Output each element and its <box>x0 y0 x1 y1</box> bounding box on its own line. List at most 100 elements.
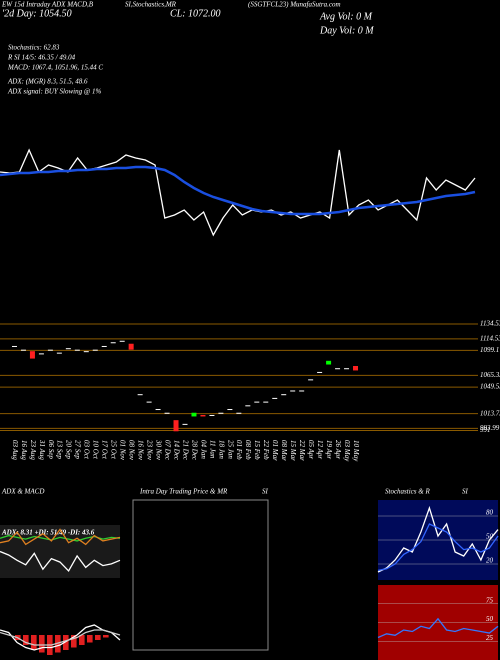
y-tick-label: 1114.53 <box>480 335 500 343</box>
candle <box>137 394 143 396</box>
candle <box>47 349 53 351</box>
candle <box>263 401 269 403</box>
x-tick-label: 01 Feb <box>235 440 243 460</box>
candle <box>353 366 359 371</box>
y-tick-label: 1099.1 <box>480 346 499 354</box>
y-tick-label: 991 <box>480 426 491 434</box>
series-line <box>377 505 499 573</box>
panel-title: SI <box>262 488 269 496</box>
x-tick-label: 03 Aug <box>11 440 19 460</box>
x-tick-label: 11 Jan <box>208 440 216 459</box>
x-tick-label: 04 Jan <box>199 440 207 459</box>
x-tick-label: 08 Feb <box>244 440 252 460</box>
x-tick-label: 01 Mar <box>271 440 279 461</box>
candle <box>299 390 305 392</box>
x-tick-label: 31 Aug <box>38 439 46 460</box>
x-tick-label: 22 Feb <box>262 440 270 460</box>
histogram-bar <box>23 635 29 645</box>
candle <box>218 412 224 414</box>
header-text: '2d Day: 1054.50 <box>2 8 72 19</box>
x-tick-label: 27 Sep <box>74 440 82 459</box>
candle <box>74 349 80 351</box>
x-tick-label: 21 Dec <box>181 440 189 461</box>
series-line <box>377 523 499 572</box>
candle <box>245 405 251 407</box>
x-tick-label: 19 Apr <box>325 440 333 459</box>
histogram-bar <box>79 635 85 645</box>
candle <box>236 412 242 414</box>
x-tick-label: 08 Mar <box>280 440 288 461</box>
histogram-bar <box>103 635 109 638</box>
y-tick-label: 80 <box>486 509 494 517</box>
candle <box>326 360 332 365</box>
candle <box>227 409 233 411</box>
x-tick-label: 14 Dec <box>172 440 180 461</box>
x-tick-label: 05 Apr <box>307 440 315 459</box>
header-text: SI,Stochastics,MR <box>125 1 177 9</box>
candle <box>272 397 278 399</box>
x-tick-label: 23 Aug <box>29 440 37 460</box>
info-line: Stochastics: 62.83 <box>8 44 60 52</box>
candle <box>65 348 71 350</box>
histogram-bar <box>71 635 77 648</box>
x-tick-label: 25 Jan <box>226 440 234 459</box>
candle <box>290 390 296 392</box>
y-tick-label: 25 <box>486 634 494 642</box>
series-line <box>0 165 476 216</box>
panel-title: Intra Day Trading Price & MR <box>139 488 228 496</box>
header-text: EW 15d Intraday ADX MACD,B <box>1 1 94 9</box>
x-tick-label: 13 Sep <box>56 440 64 459</box>
y-tick-label: 1049.53 <box>480 383 500 391</box>
y-tick-label: 993.99 <box>480 424 500 432</box>
candle <box>101 345 107 347</box>
y-tick-label: 50 <box>486 533 494 541</box>
candle <box>119 340 125 342</box>
info-line: MACD: 1067.4, 1051.96, 15.44 C <box>7 64 103 72</box>
candle <box>344 368 350 370</box>
x-tick-label: 15 Feb <box>253 440 261 460</box>
x-tick-label: 10 May <box>352 440 360 462</box>
candle <box>83 351 89 353</box>
candle <box>191 412 197 417</box>
panel-frame <box>132 499 269 651</box>
x-tick-label: 23 Nov <box>145 440 153 461</box>
x-tick-label: 17 Oct <box>101 440 109 460</box>
histogram-bar <box>87 635 93 643</box>
header-text: Day Vol: 0 M <box>319 25 374 36</box>
x-tick-label: 16 Nov <box>137 440 145 461</box>
histogram-bar <box>31 635 37 650</box>
header-text: Avg Vol: 0 M <box>319 11 373 22</box>
series-line <box>0 528 121 546</box>
series-line <box>377 617 499 639</box>
candle <box>29 351 35 359</box>
x-tick-label: 07 Dec <box>163 440 171 461</box>
series-line <box>0 624 121 651</box>
candle <box>209 414 215 416</box>
histogram-bar <box>39 635 45 653</box>
x-tick-label: 20 Sep <box>65 440 73 459</box>
y-tick-label: 75 <box>486 596 494 604</box>
info-line: R SI 14/5: 46.35 / 49.04 <box>7 54 76 62</box>
panel-title: Stochastics & R <box>385 488 430 496</box>
candle <box>200 414 206 417</box>
x-tick-label: 30 Nov <box>154 439 162 461</box>
series-line <box>0 550 121 572</box>
x-tick-label: 25 Oct <box>110 440 118 460</box>
candle <box>92 349 98 351</box>
candle <box>56 352 62 354</box>
panel-title: ADX & MACD <box>1 488 44 496</box>
x-tick-label: 03 Oct <box>83 440 91 460</box>
candle <box>335 368 341 370</box>
info-line: ADX: (MGR) 8.3, 51.5, 48.6 <box>7 78 88 86</box>
x-tick-label: 12 Apr <box>316 440 324 459</box>
x-tick-label: 18 Jan <box>217 440 225 459</box>
x-tick-label: 03 May <box>343 440 351 462</box>
candle <box>173 420 179 432</box>
panel-title: SI <box>462 488 469 496</box>
series-line <box>0 629 121 646</box>
x-tick-label: 16 Aug <box>20 440 28 460</box>
candle <box>128 343 134 350</box>
candle <box>317 371 323 373</box>
x-tick-label: 08 Nov <box>128 440 136 461</box>
